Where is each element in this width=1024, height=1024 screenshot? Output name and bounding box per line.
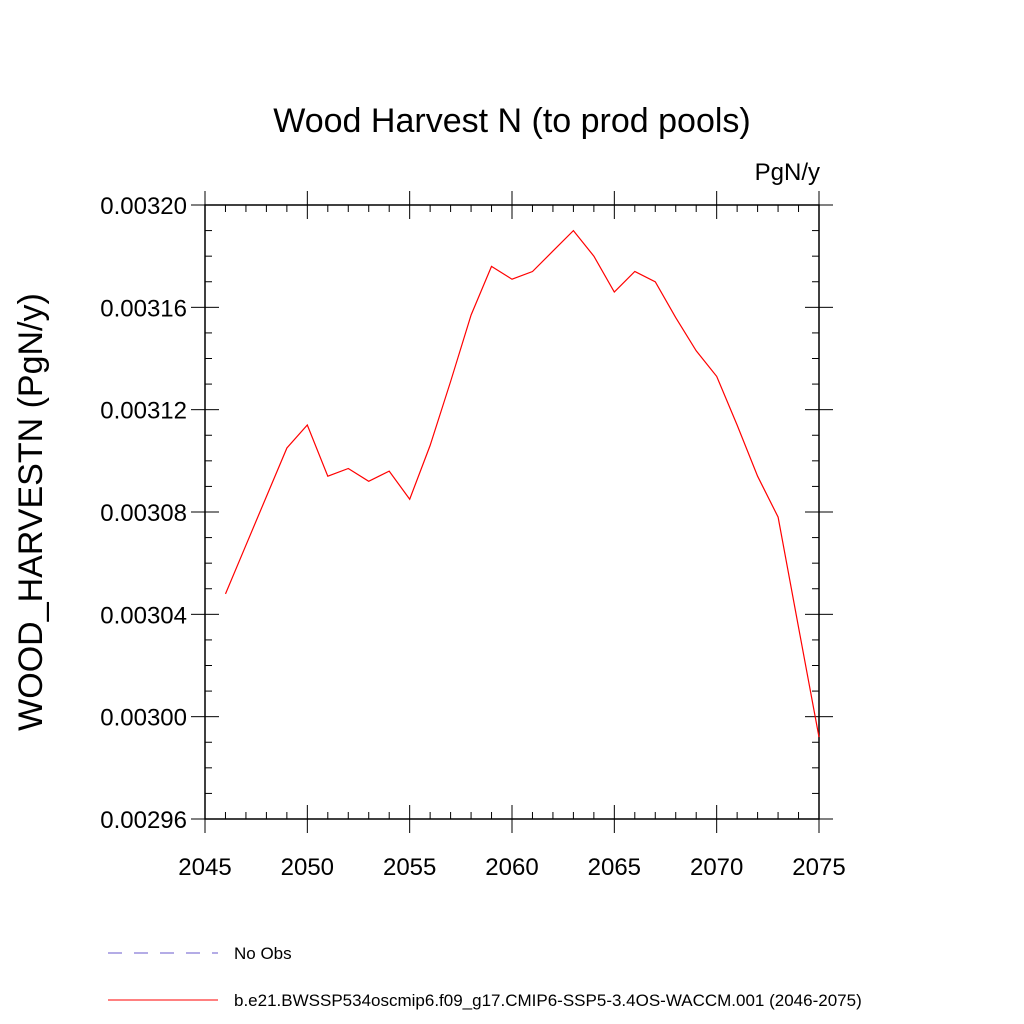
x-tick-labels: 2045 2050 2055 2060 2065 2070 2075 — [178, 854, 845, 881]
series-line-0 — [224, 229, 820, 738]
axis-ticks — [191, 191, 833, 833]
x-tick-label: 2055 — [383, 854, 436, 881]
x-tick-label: 2070 — [690, 854, 743, 881]
x-tick-label: 2060 — [485, 854, 538, 881]
y-tick-label: 0.00308 — [100, 500, 187, 527]
legend: No Obs b.e21.BWSSP534oscmip6.f09_g17.CMI… — [108, 944, 862, 1010]
plot-frame — [204, 204, 820, 820]
x-tick-label: 2050 — [281, 854, 334, 881]
y-tick-label: 0.00312 — [100, 398, 187, 425]
y-tick-label: 0.00316 — [100, 295, 187, 322]
units-label: PgN/y — [755, 159, 820, 186]
y-tick-label: 0.00320 — [100, 193, 187, 220]
x-tick-label: 2065 — [588, 854, 641, 881]
legend-label-series: b.e21.BWSSP534oscmip6.f09_g17.CMIP6-SSP5… — [234, 991, 862, 1010]
y-tick-label: 0.00300 — [100, 705, 187, 732]
y-tick-labels: 0.00296 0.00300 0.00304 0.00308 0.00312 0.003… — [100, 193, 187, 834]
y-tick-label: 0.00296 — [100, 807, 187, 834]
x-tick-label: 2075 — [792, 854, 845, 881]
legend-label-no-obs: No Obs — [234, 944, 292, 963]
chart-title: Wood Harvest N (to prod pools) — [273, 102, 750, 140]
x-tick-label: 2045 — [178, 854, 231, 881]
y-tick-label: 0.00304 — [100, 602, 187, 629]
series-group — [224, 229, 820, 738]
y-axis-label: WOOD_HARVESTN (PgN/y) — [12, 293, 50, 731]
